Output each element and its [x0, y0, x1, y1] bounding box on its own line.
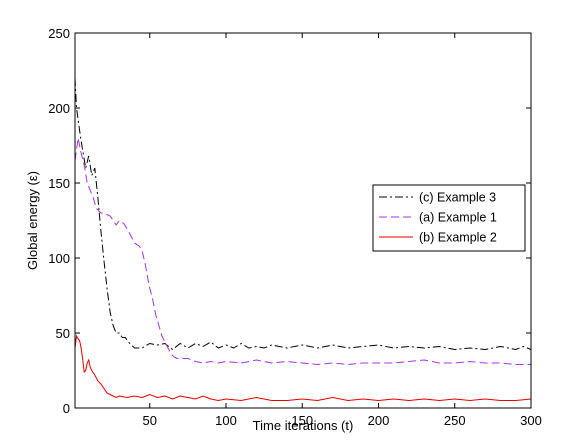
- legend-box: [372, 184, 526, 252]
- x-tick-label: 200: [368, 413, 390, 428]
- legend-label: (c) Example 3: [419, 191, 496, 205]
- y-tick-label: 250: [48, 26, 70, 41]
- x-tick-label: 250: [444, 413, 466, 428]
- series-line-3: [74, 334, 532, 402]
- y-axis-label: Global energy (ε): [25, 171, 40, 270]
- series-layer: [74, 77, 532, 402]
- tick-layer: 50 100 150 200 250 300 0 50 100 150 200 250: [48, 26, 542, 428]
- y-tick-label: 100: [48, 251, 70, 266]
- legend: (c) Example 3 (a) Example 1 (b) Example 2: [372, 184, 526, 252]
- series-line-1: [74, 77, 532, 351]
- y-tick-label: 200: [48, 101, 70, 116]
- x-tick-label: 100: [215, 413, 237, 428]
- legend-label: (a) Example 1: [419, 211, 497, 225]
- x-axis-label: Time iterations (t): [253, 418, 354, 433]
- legend-label: (b) Example 2: [419, 231, 497, 245]
- y-tick-label: 150: [48, 176, 70, 191]
- x-tick-label: 150: [291, 413, 313, 428]
- series-line-2: [74, 137, 531, 366]
- plot-frame: [74, 32, 532, 409]
- x-tick-label: 300: [520, 413, 542, 428]
- y-tick-label: 50: [56, 326, 70, 341]
- x-tick-label: 50: [142, 413, 156, 428]
- y-tick-label: 0: [63, 401, 70, 416]
